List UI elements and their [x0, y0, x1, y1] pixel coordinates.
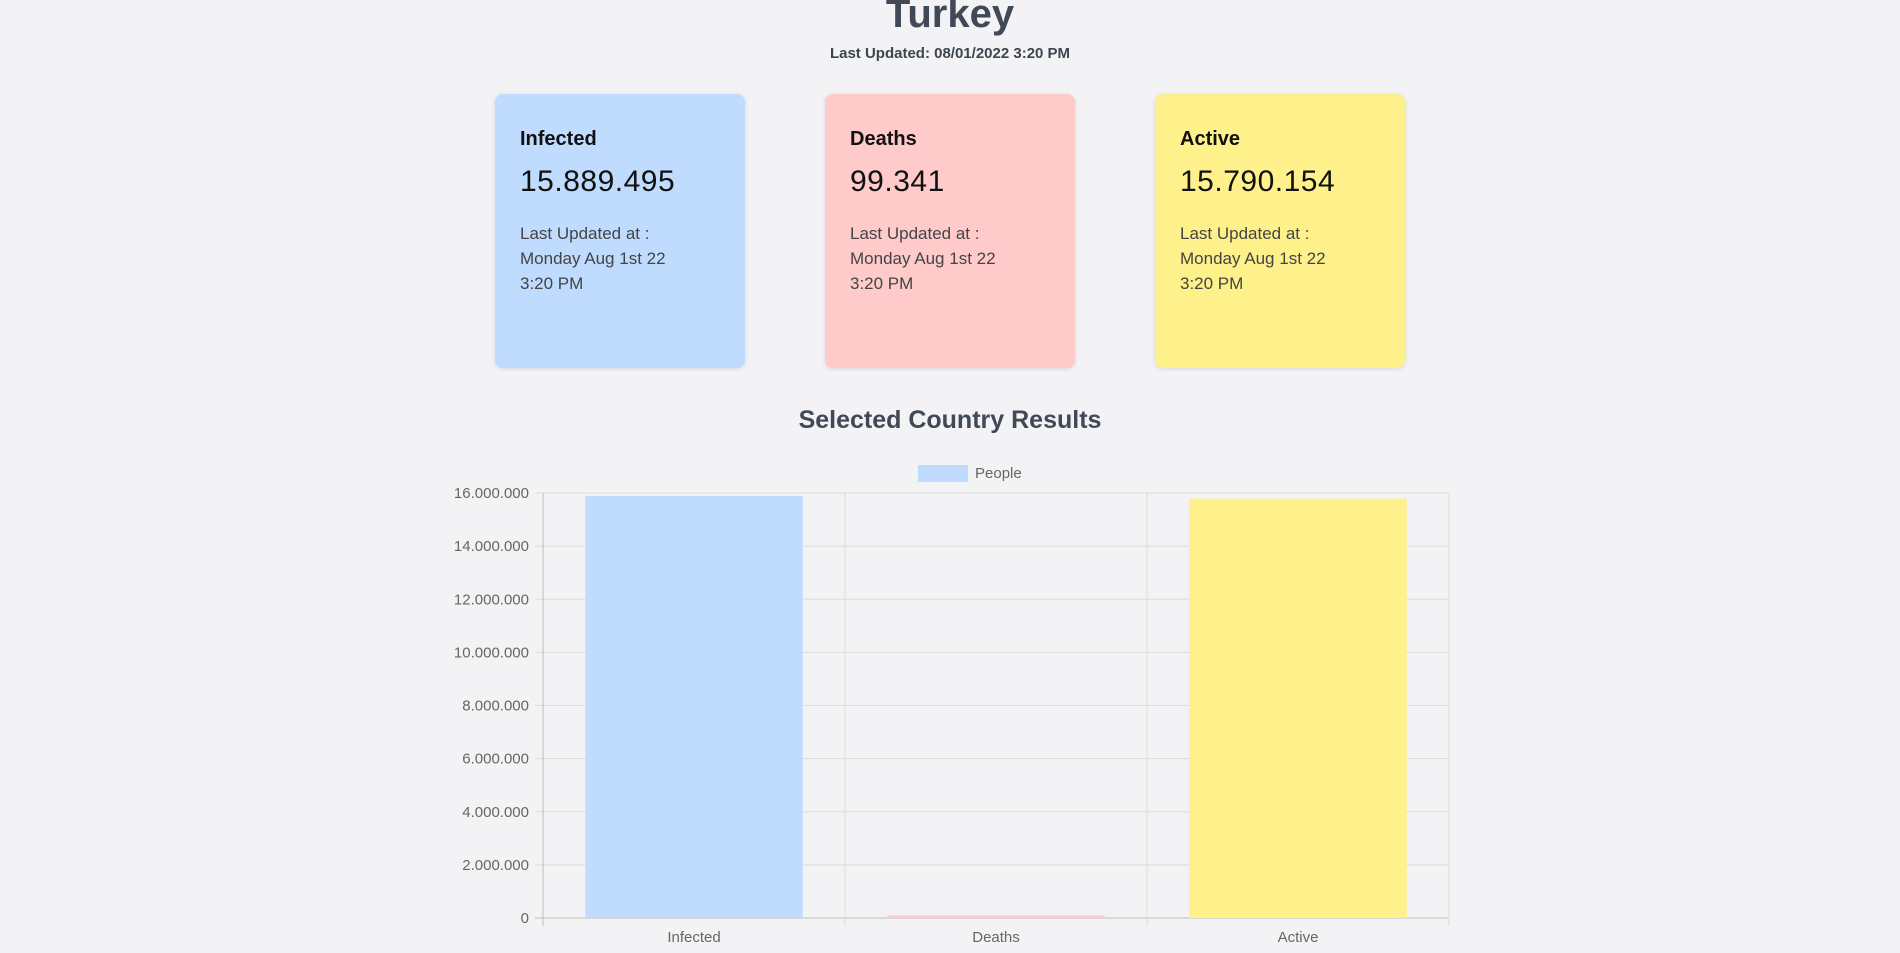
y-tick-label: 8.000.000: [462, 698, 529, 715]
card-updated-line: Monday Aug 1st 22: [1180, 249, 1326, 268]
deaths-card: Deaths 99.341 Last Updated at : Monday A…: [825, 94, 1075, 368]
y-tick-label: 0: [521, 910, 529, 927]
card-updated-line: Last Updated at :: [1180, 224, 1310, 243]
card-updated-line: Monday Aug 1st 22: [850, 249, 996, 268]
card-updated-text: Last Updated at : Monday Aug 1st 22 3:20…: [520, 221, 721, 296]
y-tick-label: 16.000.000: [454, 485, 529, 502]
card-updated-text: Last Updated at : Monday Aug 1st 22 3:20…: [850, 221, 1051, 296]
bar-chart: 0 2.000.000 4.000.000 6.000.000 8.000.000 10.…: [430, 455, 1460, 953]
x-tick-label: Infected: [667, 929, 720, 946]
card-updated-line: Last Updated at :: [520, 224, 650, 243]
y-tick-label: 14.000.000: [454, 538, 529, 555]
card-label: Infected: [520, 128, 597, 150]
card-updated-line: Monday Aug 1st 22: [520, 249, 666, 268]
section-title: Selected Country Results: [798, 406, 1102, 434]
card-updated-line: 3:20 PM: [1180, 274, 1244, 293]
y-tick-label: 12.000.000: [454, 591, 529, 608]
card-value: 15.790.154: [1180, 165, 1336, 198]
bar-active: [1189, 498, 1407, 918]
bar-infected: [585, 495, 803, 918]
card-label: Deaths: [850, 128, 917, 150]
y-tick-label: 2.000.000: [462, 857, 529, 874]
card-updated-text: Last Updated at : Monday Aug 1st 22 3:20…: [1180, 221, 1381, 296]
legend-label: People: [975, 465, 1022, 482]
active-card: Active 15.790.154 Last Updated at : Mond…: [1155, 94, 1405, 368]
card-value: 99.341: [850, 165, 945, 198]
x-tick-label: Deaths: [972, 929, 1020, 946]
y-tick-label: 6.000.000: [462, 751, 529, 768]
bar-chart-svg: 0 2.000.000 4.000.000 6.000.000 8.000.000 10.…: [454, 465, 1450, 946]
infected-card: Infected 15.889.495 Last Updated at : Mo…: [495, 94, 745, 368]
last-updated-text: Last Updated: 08/01/2022 3:20 PM: [829, 45, 1071, 62]
card-value: 15.889.495: [520, 165, 676, 198]
card-updated-line: Last Updated at :: [850, 224, 980, 243]
bar-deaths: [887, 915, 1105, 918]
x-tick-label: Active: [1278, 929, 1319, 946]
legend-swatch: [918, 465, 968, 482]
country-title: Turkey: [885, 0, 1015, 36]
card-updated-line: 3:20 PM: [850, 274, 914, 293]
y-tick-label: 10.000.000: [454, 644, 529, 661]
card-updated-line: 3:20 PM: [520, 274, 584, 293]
card-label: Active: [1180, 128, 1241, 150]
y-tick-label: 4.000.000: [462, 804, 529, 821]
